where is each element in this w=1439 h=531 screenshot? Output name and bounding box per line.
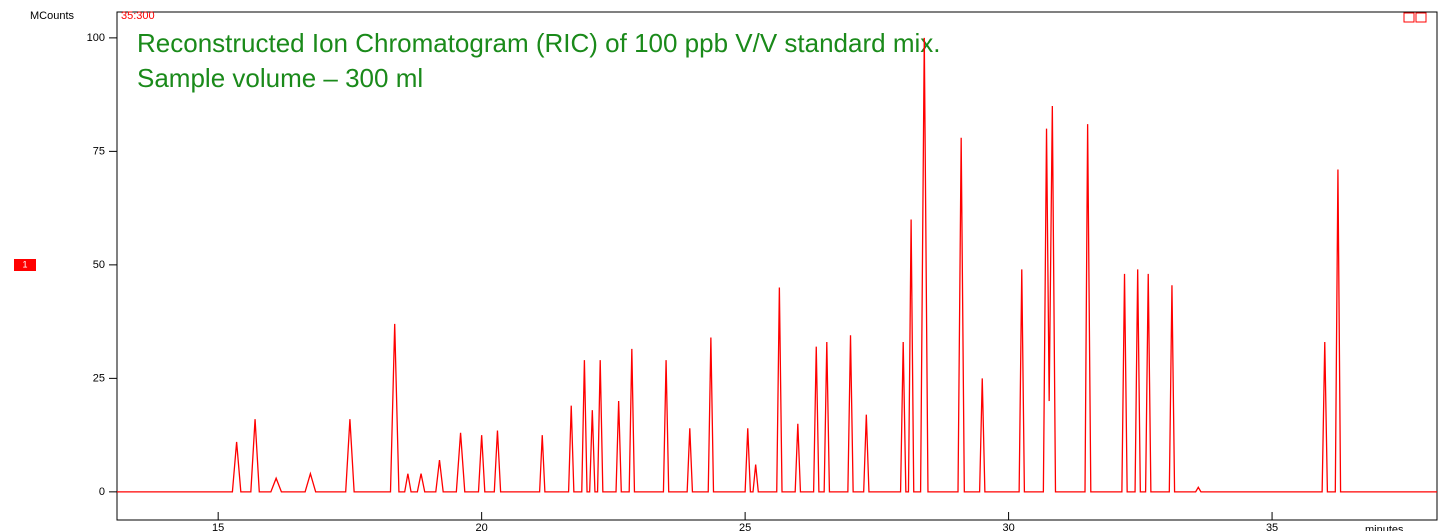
chart-title: Reconstructed Ion Chromatogram (RIC) of … (137, 28, 940, 58)
y-tick-label: 50 (93, 259, 105, 271)
x-tick-label: 30 (1002, 522, 1014, 531)
trace-label: 1 (22, 259, 27, 269)
trace-marker (14, 259, 36, 271)
y-tick-label: 75 (93, 145, 105, 157)
close-icon[interactable] (1415, 12, 1427, 23)
chromatogram-trace (117, 37, 1437, 493)
y-tick-label: 0 (99, 486, 105, 498)
x-tick-label: 15 (212, 522, 224, 531)
y-tick-label: 25 (93, 372, 105, 384)
window-icon[interactable] (1403, 12, 1415, 23)
y-tick-label: 100 (87, 32, 105, 44)
annotation: 35:300 (121, 10, 155, 22)
plot-frame (116, 11, 1438, 521)
x-tick-label: 20 (476, 522, 488, 531)
x-axis-label: minutes (1365, 524, 1404, 531)
chart-subtitle: Sample volume – 300 ml (137, 63, 423, 93)
x-tick-label: 35 (1266, 522, 1278, 531)
y-axis-label: MCounts (30, 10, 75, 22)
x-tick-label: 25 (739, 522, 751, 531)
